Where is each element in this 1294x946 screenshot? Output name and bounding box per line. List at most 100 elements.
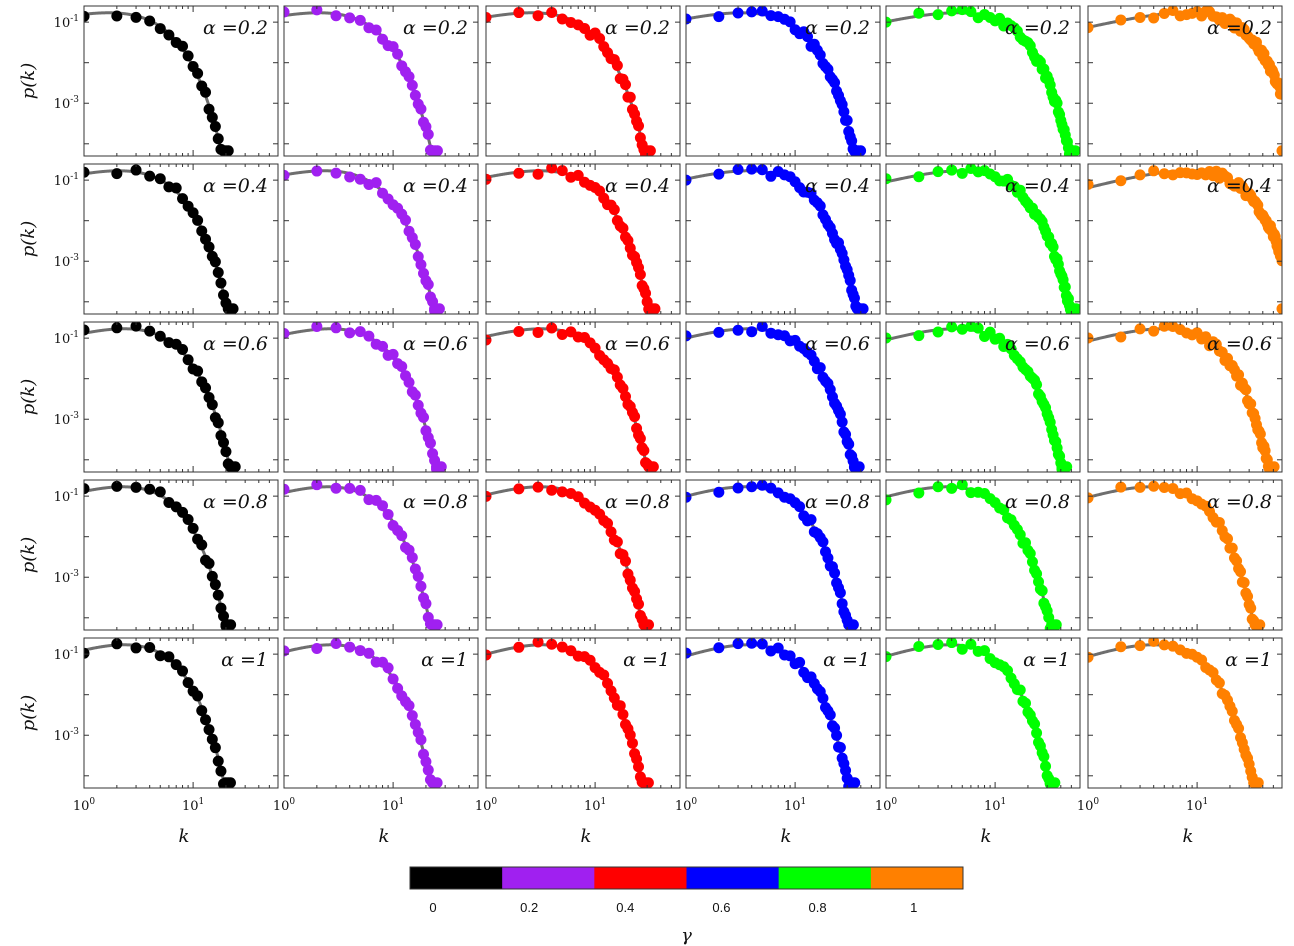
data-point xyxy=(196,225,208,237)
data-point xyxy=(633,598,645,610)
panel-frame xyxy=(485,479,681,631)
data-point xyxy=(1148,480,1160,492)
data-point xyxy=(387,348,399,360)
x-axis-label: k xyxy=(1183,826,1194,847)
data-point xyxy=(817,536,829,548)
data-point xyxy=(218,610,230,622)
colorbar-tick-label: 0.4 xyxy=(616,900,634,915)
data-point xyxy=(1148,638,1160,647)
alpha-label: α =0.4 xyxy=(605,175,670,197)
data-point xyxy=(841,114,853,126)
alpha-label: α =0.6 xyxy=(1207,333,1272,355)
data-point xyxy=(732,482,744,494)
data-point xyxy=(838,106,850,118)
data-point xyxy=(713,11,725,23)
data-point xyxy=(406,552,418,564)
data-point xyxy=(431,145,443,156)
data-point xyxy=(1276,303,1282,314)
panel-background xyxy=(486,638,680,788)
colorbar-label: γ xyxy=(681,925,692,946)
y-tick-label: 10-1 xyxy=(54,330,79,347)
data-point xyxy=(1240,384,1252,396)
data-point xyxy=(1268,461,1280,472)
alpha-label: α =0.2 xyxy=(1005,17,1070,39)
panel: α =0.6 xyxy=(1087,321,1283,473)
data-point xyxy=(1088,22,1094,34)
x-tick-label: 101 xyxy=(1186,797,1208,814)
data-point xyxy=(177,193,189,205)
data-point xyxy=(617,222,629,234)
data-point xyxy=(831,729,843,741)
alpha-label: α =0.4 xyxy=(1207,175,1272,197)
x-axis-label: k xyxy=(379,826,390,847)
alpha-label: α =0.6 xyxy=(1005,333,1070,355)
panel-frame xyxy=(885,163,1081,315)
data-point xyxy=(1245,602,1257,614)
data-point xyxy=(433,303,445,314)
data-point xyxy=(532,638,544,648)
data-point xyxy=(1134,481,1146,493)
data-point xyxy=(913,487,925,499)
alpha-label: α =1 xyxy=(421,649,468,671)
data-point xyxy=(212,267,224,278)
alpha-label: α =1 xyxy=(1225,649,1272,671)
panel-frame xyxy=(1087,637,1283,789)
data-point xyxy=(513,641,525,653)
panel: α =0.2 xyxy=(1087,5,1283,157)
data-point xyxy=(182,354,194,366)
data-point xyxy=(756,6,768,17)
data-point xyxy=(154,173,166,185)
data-point xyxy=(817,692,829,704)
data-point xyxy=(344,641,356,653)
panel: α =0.8 xyxy=(283,479,479,631)
data-point xyxy=(913,171,925,183)
alpha-label: α =0.8 xyxy=(203,491,268,513)
data-point xyxy=(144,170,156,182)
data-point xyxy=(642,777,654,788)
panel: α =0.4 xyxy=(885,163,1081,315)
x-axis-label: k xyxy=(781,826,792,847)
y-tick-label: 10-3 xyxy=(54,411,80,428)
data-point xyxy=(206,111,218,123)
data-point xyxy=(229,461,241,472)
data-point xyxy=(220,446,232,458)
data-point xyxy=(111,480,123,492)
data-point xyxy=(354,326,366,338)
panel-background xyxy=(1088,6,1282,156)
data-point xyxy=(212,417,224,429)
data-point xyxy=(396,360,408,372)
data-point xyxy=(836,416,848,428)
panel-frame xyxy=(1087,163,1283,315)
panel-frame xyxy=(685,163,881,315)
panel: α =0.6 xyxy=(885,321,1081,473)
data-point xyxy=(932,9,944,21)
data-point xyxy=(330,322,342,334)
x-tick-label: 100 xyxy=(273,797,296,814)
data-point xyxy=(855,145,867,156)
data-point xyxy=(1276,88,1282,100)
panel: α =1 100 101 k xyxy=(273,637,479,847)
data-point xyxy=(886,173,892,185)
data-point xyxy=(1115,331,1127,343)
alpha-label: α =0.6 xyxy=(805,333,870,355)
data-point xyxy=(946,482,958,494)
data-point xyxy=(84,483,90,495)
data-point xyxy=(415,734,427,746)
data-point xyxy=(422,128,434,140)
data-point xyxy=(311,165,323,177)
data-point xyxy=(532,326,544,338)
data-point xyxy=(215,765,227,777)
x-axis-label: k xyxy=(981,826,992,847)
data-point xyxy=(420,756,432,768)
data-point xyxy=(513,167,525,179)
data-point xyxy=(913,640,925,652)
data-point xyxy=(209,742,221,754)
y-tick-label: 10-3 xyxy=(54,727,80,744)
panel: α =0.8 xyxy=(1087,479,1283,631)
data-point xyxy=(130,322,142,332)
data-point xyxy=(218,437,230,449)
panel-frame xyxy=(485,163,681,315)
data-point xyxy=(913,330,925,342)
data-point xyxy=(1088,178,1094,190)
data-point xyxy=(1233,369,1245,381)
